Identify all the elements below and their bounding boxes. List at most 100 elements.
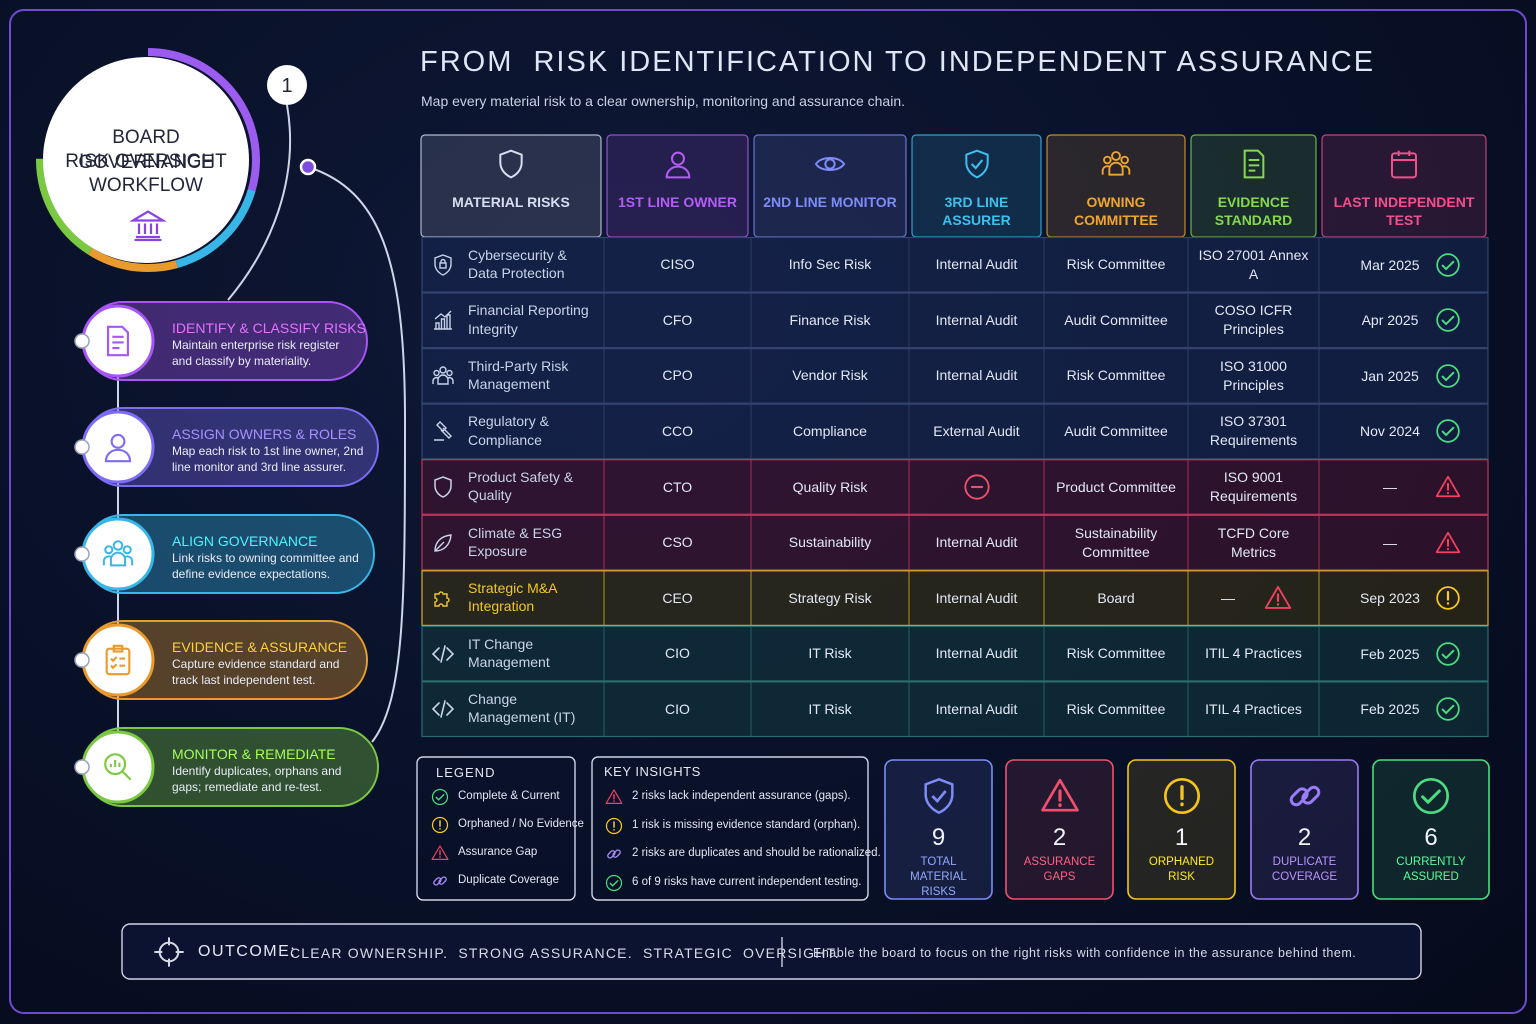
legend-label: Complete & Current xyxy=(458,790,560,802)
cell: Apr 2025 xyxy=(1361,312,1419,329)
cell: Sustainability Committee xyxy=(1074,524,1158,560)
icon xyxy=(1264,584,1292,612)
title: FROM RISK IDENTIFICATION TO INDEPENDENT … xyxy=(420,46,1376,78)
cell: ISO 27001 Annex A xyxy=(1198,246,1309,282)
icon xyxy=(1435,585,1461,611)
cell: — xyxy=(1383,534,1397,551)
step-dot xyxy=(74,439,90,455)
table-row xyxy=(421,625,1489,682)
icon xyxy=(1100,148,1132,180)
stat-value: 2 xyxy=(1297,824,1312,851)
cell: Board xyxy=(1097,589,1135,606)
cell: Product Committee xyxy=(1056,478,1176,495)
cell: Quality Risk xyxy=(792,478,868,495)
stat-card xyxy=(1372,759,1490,900)
cell: Internal Audit xyxy=(935,534,1018,551)
stat-card xyxy=(1127,759,1236,900)
cell: Risk Committee xyxy=(1066,367,1166,384)
outcome-statement: CLEAR OWNERSHIP. STRONG ASSURANCE. STRAT… xyxy=(290,945,840,961)
cell: CFO xyxy=(662,311,693,328)
risk-name: Climate & ESG Exposure xyxy=(468,524,563,559)
risk-name: Third-Party Risk Management xyxy=(468,357,569,393)
stat-label: ORPHANED RISK xyxy=(1148,856,1215,883)
cell: — xyxy=(1383,479,1397,495)
outcome-label: OUTCOME: xyxy=(198,943,297,960)
cell: Strategy Risk xyxy=(788,589,872,606)
cell: Jan 2025 xyxy=(1361,367,1419,384)
column-header-label: LAST INDEPENDENT TEST xyxy=(1333,194,1475,228)
step-text: Maintain enterprise risk register and cl… xyxy=(172,338,340,368)
step-dot xyxy=(74,546,90,562)
cell: Internal Audit xyxy=(935,256,1018,273)
icon xyxy=(1435,307,1461,333)
badge-title: WORKFLOW xyxy=(89,175,203,196)
stat-value: 6 xyxy=(1424,824,1438,851)
cell: CIO xyxy=(665,700,690,717)
icon xyxy=(431,872,449,890)
stat-value: 1 xyxy=(1174,824,1189,851)
icon xyxy=(101,537,135,571)
icon xyxy=(1435,530,1461,556)
icon xyxy=(431,364,455,388)
icon xyxy=(1238,148,1270,180)
cell: IT Risk xyxy=(808,645,852,662)
table-row xyxy=(421,236,1489,293)
cell: CIO xyxy=(665,645,690,662)
icon xyxy=(1040,776,1080,816)
cell: Sep 2023 xyxy=(1360,590,1420,607)
step-title: ALIGN GOVERNANCE xyxy=(172,533,318,549)
table-row xyxy=(421,570,1489,626)
icon xyxy=(961,148,993,180)
column-header-label: 2ND LINE MONITOR xyxy=(763,194,897,210)
icon xyxy=(431,253,455,277)
outcome-bar xyxy=(121,923,1422,980)
step-number-bg xyxy=(267,65,307,105)
icon xyxy=(431,788,449,806)
icon xyxy=(431,816,449,834)
icon xyxy=(605,817,623,835)
cell: Mar 2025 xyxy=(1360,256,1420,273)
cell: CISO xyxy=(660,256,695,273)
icon xyxy=(431,419,455,443)
icon xyxy=(101,430,135,464)
stat-card xyxy=(884,759,993,900)
badge-title: BOARD GOVERNANCE xyxy=(78,127,214,173)
step-dot xyxy=(74,652,90,668)
legend-title: LEGEND xyxy=(436,765,496,780)
legend-label: Duplicate Coverage xyxy=(458,874,560,886)
cell: Info Sec Risk xyxy=(788,256,872,273)
cell: CPO xyxy=(662,367,693,384)
cell: Risk Committee xyxy=(1066,256,1166,273)
cell: Risk Committee xyxy=(1066,645,1166,662)
icon xyxy=(431,586,455,610)
legend-label: Assurance Gap xyxy=(458,846,538,858)
table-row xyxy=(421,459,1489,515)
icon xyxy=(1435,696,1461,722)
insights-box xyxy=(591,756,869,901)
step-text: Capture evidence standard and track last… xyxy=(172,657,340,687)
cell: CEO xyxy=(662,589,693,606)
cell: Audit Committee xyxy=(1064,422,1168,439)
cell: Finance Risk xyxy=(789,311,871,328)
cell: Feb 2025 xyxy=(1360,645,1420,662)
ring-arc xyxy=(36,48,260,272)
risk-name: Change Management (IT) xyxy=(468,691,576,726)
column-header-label: 1ST LINE OWNER xyxy=(617,194,737,210)
stat-card xyxy=(1005,759,1114,900)
icon xyxy=(101,643,135,677)
icon xyxy=(101,750,135,784)
icon xyxy=(919,776,959,816)
icon xyxy=(1285,776,1325,816)
badge-title: RISK OVERSIGHT xyxy=(65,151,227,172)
step-title: MONITOR & REMEDIATE xyxy=(172,746,336,762)
stat-label: TOTAL MATERIAL RISKS xyxy=(910,856,967,898)
cell: Internal Audit xyxy=(935,311,1018,328)
cell: ISO 37301 Requirements xyxy=(1209,413,1298,449)
cell: ISO 31000 Principles xyxy=(1220,357,1287,393)
cell: Internal Audit xyxy=(935,700,1018,717)
step-text: Link risks to owning committee and defin… xyxy=(172,551,359,581)
icon xyxy=(605,845,623,863)
table-row xyxy=(421,403,1489,460)
